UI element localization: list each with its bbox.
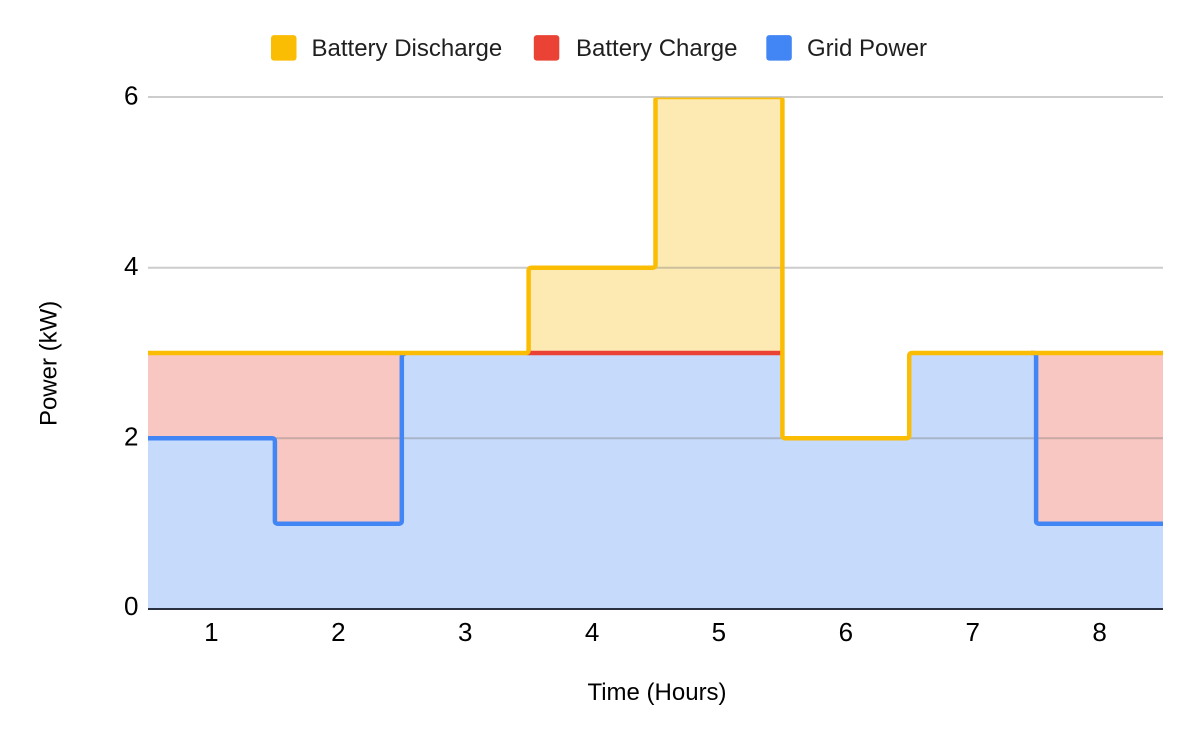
svg-text:4: 4	[585, 617, 599, 647]
svg-text:Battery Charge: Battery Charge	[576, 35, 737, 62]
svg-text:Power (kW): Power (kW)	[35, 301, 62, 426]
svg-text:5: 5	[712, 617, 726, 647]
svg-text:Battery Discharge: Battery Discharge	[312, 35, 503, 62]
svg-text:2: 2	[124, 422, 138, 452]
svg-text:4: 4	[124, 251, 138, 281]
svg-text:1: 1	[204, 617, 218, 647]
svg-text:Grid Power: Grid Power	[807, 35, 927, 62]
svg-text:8: 8	[1092, 617, 1106, 647]
svg-text:Time (Hours): Time (Hours)	[587, 679, 726, 706]
svg-text:6: 6	[839, 617, 853, 647]
svg-text:7: 7	[965, 617, 979, 647]
svg-text:6: 6	[124, 80, 138, 110]
svg-text:2: 2	[331, 617, 345, 647]
svg-text:0: 0	[124, 591, 138, 621]
svg-text:3: 3	[458, 617, 472, 647]
